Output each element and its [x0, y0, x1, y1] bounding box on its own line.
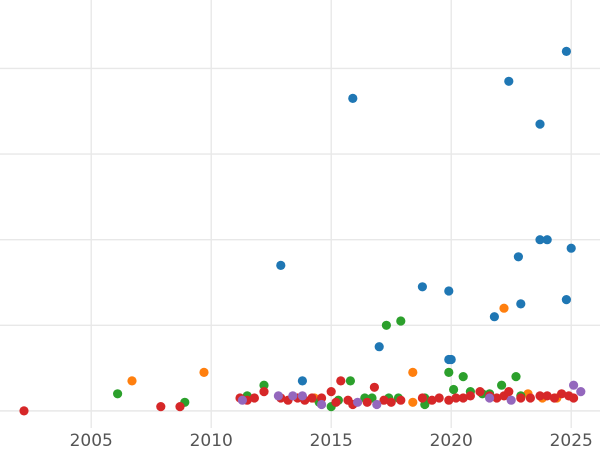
- data-point: [566, 243, 576, 253]
- data-point: [408, 367, 418, 377]
- data-point: [417, 282, 427, 292]
- data-point: [249, 393, 259, 403]
- data-point: [451, 393, 461, 403]
- data-point: [497, 380, 507, 390]
- data-point: [525, 393, 536, 403]
- data-point: [492, 393, 502, 403]
- data-point: [396, 316, 406, 326]
- data-point: [19, 406, 29, 416]
- data-point: [259, 380, 269, 390]
- data-point: [444, 367, 454, 377]
- data-point: [444, 286, 454, 296]
- data-point: [465, 391, 475, 401]
- data-point: [458, 393, 468, 403]
- data-point: [449, 384, 459, 395]
- data-point: [516, 393, 526, 403]
- data-point: [326, 387, 336, 397]
- data-point: [362, 397, 372, 407]
- data-point: [175, 402, 185, 412]
- data-point: [396, 395, 406, 405]
- data-point: [535, 391, 545, 401]
- data-point: [273, 391, 283, 401]
- data-points: [19, 46, 586, 416]
- data-point: [535, 119, 545, 129]
- data-point: [307, 393, 317, 403]
- data-point: [199, 367, 209, 377]
- data-point: [489, 312, 499, 322]
- data-point: [475, 387, 485, 397]
- x-tick-label: 2025: [550, 431, 593, 450]
- data-point: [511, 372, 521, 382]
- data-point: [113, 389, 123, 399]
- data-point: [331, 397, 341, 407]
- data-point: [297, 376, 307, 386]
- data-point: [557, 389, 567, 399]
- data-point: [535, 235, 545, 245]
- data-point: [569, 393, 579, 403]
- data-point: [348, 93, 358, 103]
- data-point: [156, 402, 166, 412]
- data-point: [379, 395, 389, 405]
- data-point: [417, 393, 427, 403]
- x-tick-label: 2015: [310, 431, 353, 450]
- data-point: [386, 397, 396, 407]
- data-point: [297, 391, 307, 401]
- data-point: [345, 376, 355, 386]
- data-point: [542, 391, 552, 401]
- x-tick-label: 2005: [70, 431, 113, 450]
- data-point: [504, 76, 514, 86]
- x-tick-label: 2020: [430, 431, 473, 450]
- data-point: [374, 342, 384, 352]
- data-point: [336, 376, 346, 386]
- data-point: [444, 395, 454, 405]
- data-point: [288, 391, 298, 401]
- x-axis: 2005 2010 2015 2020 2025: [70, 431, 593, 450]
- x-tick-label: 2010: [190, 431, 233, 450]
- data-point: [499, 303, 509, 313]
- data-point: [542, 235, 552, 245]
- data-point: [513, 252, 524, 262]
- data-point: [353, 397, 363, 407]
- data-point: [127, 376, 137, 386]
- data-point: [504, 387, 514, 397]
- data-point: [317, 393, 327, 403]
- data-point: [549, 393, 560, 403]
- data-point: [434, 393, 444, 403]
- data-point: [237, 395, 247, 405]
- data-point: [276, 260, 286, 270]
- data-point: [427, 395, 437, 405]
- data-point: [561, 295, 572, 305]
- grid: [0, 0, 600, 428]
- data-point: [576, 387, 586, 397]
- data-point: [408, 397, 418, 407]
- data-point: [561, 46, 572, 57]
- data-point: [372, 399, 382, 410]
- data-point: [369, 382, 379, 392]
- data-point: [381, 320, 391, 330]
- data-point: [569, 380, 579, 390]
- data-point: [446, 354, 456, 365]
- data-point: [259, 387, 269, 397]
- data-point: [317, 399, 327, 410]
- data-point: [516, 299, 526, 309]
- data-point: [506, 395, 516, 405]
- data-point: [485, 393, 495, 403]
- data-point: [458, 372, 468, 382]
